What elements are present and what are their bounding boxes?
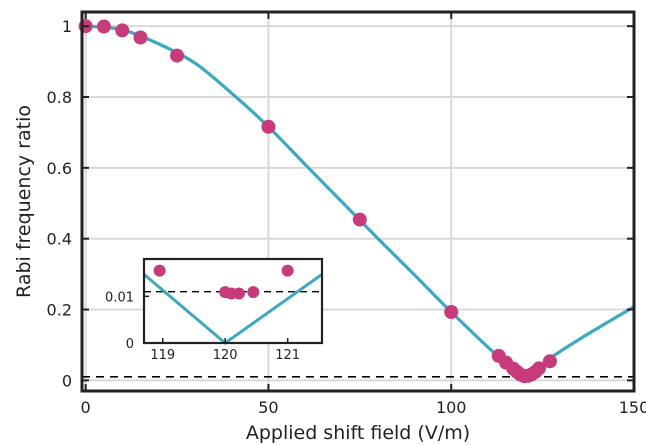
inset-data-point bbox=[232, 287, 245, 300]
data-point bbox=[352, 212, 367, 227]
inset-data-point bbox=[153, 264, 166, 277]
y-tick-label: 1 bbox=[62, 17, 72, 36]
y-tick-label: 0.8 bbox=[47, 88, 72, 107]
x-tick-label: 100 bbox=[436, 398, 467, 417]
inset-zoom-panel: 119 120 121 0 0.01 bbox=[105, 257, 324, 363]
inset-frame bbox=[142, 257, 324, 345]
inset-background bbox=[144, 259, 322, 343]
y-tick-label: 0.4 bbox=[47, 230, 72, 249]
x-tick-label: 50 bbox=[258, 398, 278, 417]
data-point bbox=[261, 119, 276, 134]
inset-x-tick-label: 121 bbox=[275, 348, 300, 363]
plot-frame bbox=[80, 10, 636, 393]
data-point bbox=[444, 305, 459, 320]
y-tick-label: 0.2 bbox=[47, 301, 72, 320]
x-axis-title: Applied shift field (V/m) bbox=[246, 422, 470, 444]
inset-data-point bbox=[281, 264, 294, 277]
y-axis-title: Rabi frequency ratio bbox=[13, 105, 35, 298]
data-point bbox=[170, 48, 185, 63]
data-point bbox=[531, 361, 546, 376]
tick-labels: 0 50 100 150 0 0.2 0.4 0.6 0.8 1 bbox=[47, 17, 646, 417]
inset-x-tick-label: 120 bbox=[213, 348, 238, 363]
axes-frame bbox=[80, 10, 636, 393]
data-point bbox=[133, 30, 148, 45]
y-tick-label: 0.6 bbox=[47, 159, 72, 178]
data-point bbox=[96, 19, 111, 34]
data-point bbox=[542, 354, 557, 369]
inset-y-tick-label: 0 bbox=[126, 337, 134, 352]
x-tick-label: 0 bbox=[81, 398, 91, 417]
inset-y-tick-label: 0.01 bbox=[105, 290, 134, 305]
y-tick-label: 0 bbox=[62, 371, 72, 390]
data-point bbox=[115, 23, 130, 38]
inset-data-point bbox=[247, 286, 260, 299]
inset-x-tick-label: 119 bbox=[150, 348, 175, 363]
x-tick-label: 150 bbox=[619, 398, 646, 417]
